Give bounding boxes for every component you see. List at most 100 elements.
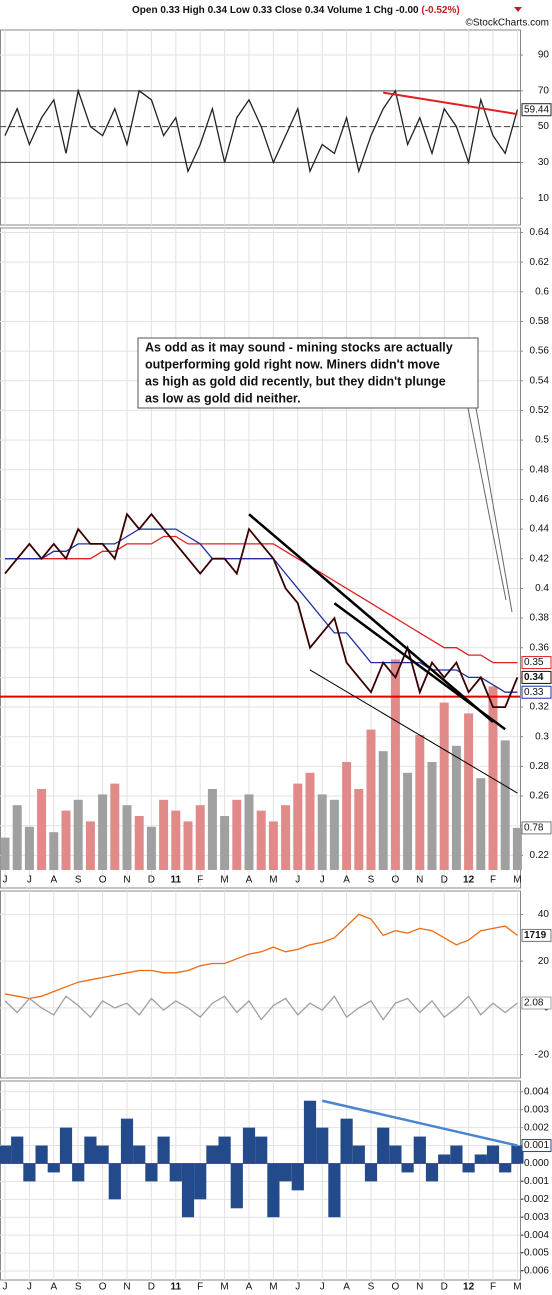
- histogram-bar: [145, 1163, 158, 1182]
- value-label-text: 0.34: [524, 672, 544, 683]
- y-tick-label: -0.001: [521, 1176, 550, 1187]
- panels: 10 30 50 70 90 59.44 J J A S O N D 11 F M A M J J A S O N D 12 F M 0…: [0, 29, 552, 1293]
- y-tick-label: 0.48: [530, 464, 550, 475]
- value-label-text: 0.35: [524, 657, 544, 668]
- histogram-bar: [438, 1154, 451, 1164]
- value-label: 0.33: [521, 685, 552, 699]
- y-tick-label: -0.004: [521, 1230, 550, 1241]
- histogram-bar: [499, 1163, 512, 1173]
- volume-bar: [305, 772, 315, 870]
- volume-bar: [256, 810, 266, 870]
- histogram-bar: [364, 1163, 378, 1182]
- volume-bar: [317, 794, 327, 870]
- x-tick-label: 11: [171, 875, 182, 886]
- panel: [0, 29, 521, 226]
- volume-bar: [451, 745, 461, 870]
- y-tick-label: 0.56: [530, 346, 550, 357]
- x-tick-label: N: [416, 875, 423, 886]
- volume-bar: [12, 805, 22, 870]
- value-label-box: [521, 928, 552, 942]
- y-tick-label: 0.54: [530, 375, 550, 386]
- y-tick-label: 0.4: [535, 583, 549, 594]
- histogram-bar: [35, 1145, 48, 1164]
- histogram-bar: [218, 1136, 231, 1164]
- x-tick-label: S: [368, 1282, 375, 1293]
- x-tick-label: J: [27, 875, 32, 886]
- value-label-box: [521, 103, 552, 117]
- y-tick-label: 0.003: [524, 1104, 549, 1115]
- x-tick-label: D: [441, 875, 448, 886]
- x-tick-label: S: [368, 875, 375, 886]
- y-tick-label: 50: [538, 121, 550, 132]
- volume-bar: [366, 729, 376, 870]
- y-tick-label: 0.42: [530, 553, 550, 564]
- y-tick-label: 0.32: [530, 702, 550, 713]
- y-tick-label: 0.38: [530, 613, 550, 624]
- y-tick-label: 0.36: [530, 642, 550, 653]
- volume-bar: [427, 762, 437, 870]
- value-label-box: [521, 685, 552, 699]
- histogram-bar: [0, 1145, 12, 1164]
- histogram-bar: [23, 1163, 36, 1182]
- volume-bar: [415, 735, 425, 870]
- histogram-bar: [108, 1163, 121, 1200]
- volume-bar: [110, 783, 120, 870]
- volume-bar: [146, 826, 156, 870]
- histogram-bar: [72, 1163, 85, 1182]
- x-tick-label: M: [220, 1282, 228, 1293]
- source: ©StockCharts.com: [465, 18, 549, 29]
- y-tick-label: 30: [538, 157, 550, 168]
- volume-bar: [207, 789, 217, 870]
- value-label-text: 1719: [524, 930, 547, 941]
- value-label: 1719: [521, 928, 552, 942]
- value-label-text: 0.001: [524, 1140, 549, 1151]
- pointer: [467, 407, 507, 601]
- x-tick-label: J: [3, 1282, 8, 1293]
- x-tick-label: N: [123, 875, 130, 886]
- x-tick-label: O: [392, 1282, 400, 1293]
- y-tick-label: 40: [538, 909, 550, 920]
- histogram-bar: [291, 1163, 304, 1191]
- x-tick-label: A: [246, 1282, 253, 1293]
- annotation-box: [137, 337, 479, 409]
- value-label: 0.78: [521, 821, 552, 835]
- volume-bar: [122, 805, 132, 870]
- volume-bar: [61, 810, 71, 870]
- trend-line: [321, 1099, 518, 1147]
- value-label-box: [521, 1139, 552, 1153]
- volume-bar: [159, 799, 169, 870]
- x-tick-label: M: [269, 1282, 277, 1293]
- x-tick-label: A: [343, 875, 350, 886]
- annotation-text: As odd as it may sound - mining stocks a…: [145, 340, 453, 354]
- volume-bar: [329, 799, 339, 870]
- volume-bar: [37, 789, 47, 870]
- panel: [0, 890, 521, 1079]
- y-tick-label: 90: [538, 50, 550, 61]
- x-tick-label: 11: [171, 1282, 182, 1293]
- volume-bar: [500, 740, 510, 870]
- y-tick-label: 0.28: [530, 761, 550, 772]
- pointer: [475, 407, 513, 613]
- histogram-bar: [462, 1163, 475, 1173]
- x-tick-label: N: [416, 1282, 423, 1293]
- y-tick-label: 0.46: [530, 494, 550, 505]
- annotation-text: outperforming gold right now. Miners did…: [145, 357, 440, 371]
- x-tick-label: J: [320, 1282, 325, 1293]
- x-tick-label: J: [3, 875, 8, 886]
- x-tick-label: F: [197, 1282, 203, 1293]
- histogram-bar: [267, 1163, 280, 1218]
- histogram-bar: [47, 1163, 60, 1173]
- histogram-bar: [59, 1127, 73, 1164]
- y-tick-label: 0.6: [535, 286, 549, 297]
- x-tick-label: F: [197, 875, 203, 886]
- histogram-bar: [450, 1145, 463, 1164]
- volume-bar: [98, 794, 108, 870]
- y-tick-label: -20: [535, 1049, 550, 1060]
- volume-bar: [354, 789, 364, 870]
- histogram-bar: [255, 1136, 268, 1164]
- volume-bar: [195, 805, 205, 870]
- volume-bar: [49, 832, 59, 870]
- x-tick-label: F: [490, 1282, 496, 1293]
- y-tick-label: 0.64: [530, 227, 550, 238]
- volume-bar: [403, 772, 413, 870]
